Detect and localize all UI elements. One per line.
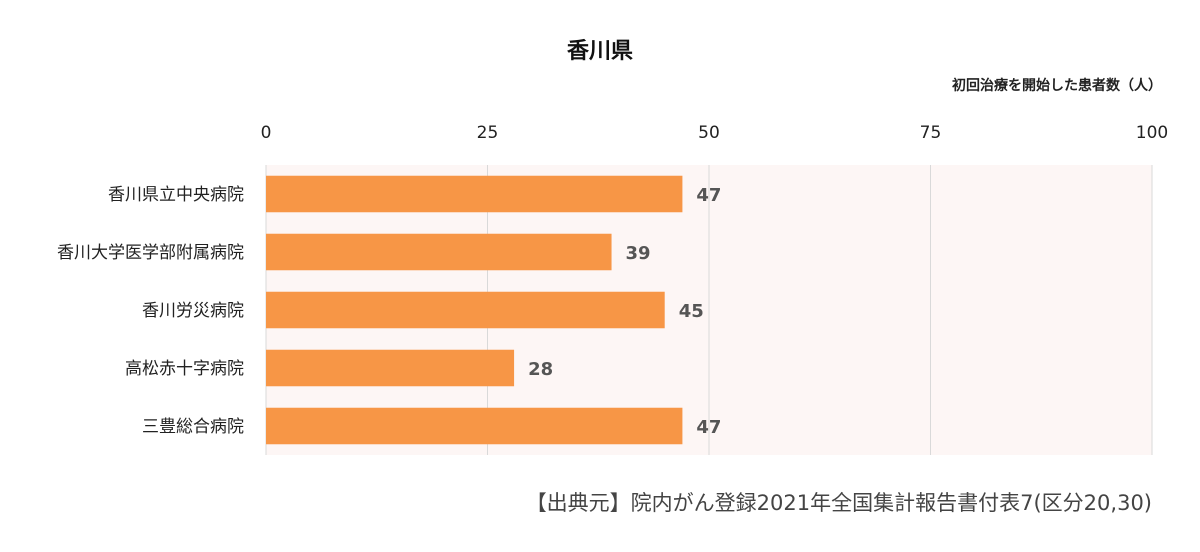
tick-label-0: 0 [261, 123, 272, 143]
bar-1 [266, 233, 612, 271]
tick-label-25: 25 [477, 123, 499, 143]
source-note: 【出典元】院内がん登録2021年全国集計報告書付表7(区分20,30) [526, 491, 1152, 515]
chart-title: 香川県 [567, 39, 633, 64]
value-label-1: 39 [626, 243, 651, 264]
bar-0 [266, 175, 683, 213]
category-label-3: 高松赤十字病院 [125, 359, 244, 379]
category-label-4: 三豊総合病院 [142, 417, 244, 437]
category-label-0: 香川県立中央病院 [108, 185, 244, 205]
category-label-1: 香川大学医学部附属病院 [57, 243, 244, 263]
bar-2 [266, 291, 665, 329]
bar-4 [266, 407, 683, 445]
category-label-2: 香川労災病院 [142, 301, 244, 321]
tick-label-100: 100 [1136, 123, 1168, 143]
value-label-0: 47 [696, 185, 721, 206]
tick-label-50: 50 [698, 123, 720, 143]
bar-3 [266, 349, 515, 387]
value-label-4: 47 [696, 417, 721, 438]
tick-label-75: 75 [920, 123, 942, 143]
axis-unit-label: 初回治療を開始した患者数（人） [952, 77, 1162, 94]
value-label-2: 45 [679, 301, 704, 322]
value-label-3: 28 [528, 359, 553, 380]
